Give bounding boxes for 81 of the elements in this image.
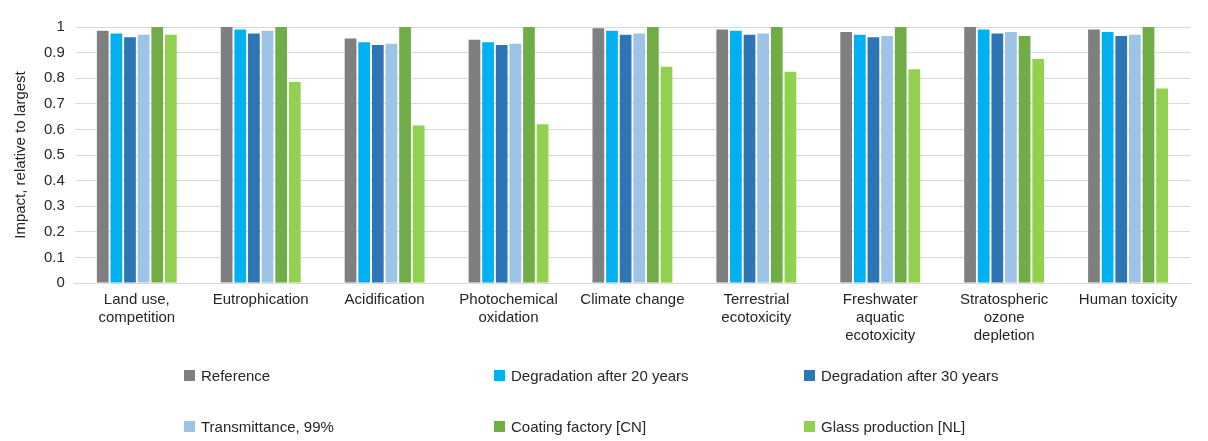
bar — [110, 33, 123, 283]
bar — [770, 27, 783, 283]
bar — [358, 42, 371, 283]
legend-label: Coating factory [CN] — [511, 418, 647, 435]
x-tick-label: Stratospheric ozone depletion — [959, 290, 1049, 344]
y-tick-label: 0.5 — [43, 145, 65, 163]
y-tick-label: 0 — [56, 273, 65, 291]
bar — [165, 34, 177, 283]
bar — [399, 27, 411, 283]
bar — [288, 82, 301, 283]
bar — [1018, 35, 1031, 283]
bar — [1156, 88, 1168, 283]
bar — [1129, 34, 1141, 283]
bar — [275, 27, 288, 283]
legend-label: Degradation after 20 years — [511, 367, 689, 384]
bar — [509, 43, 522, 283]
bar — [619, 34, 632, 283]
y-tick-label: 0.1 — [43, 247, 65, 265]
bar — [743, 34, 756, 283]
y-tick-label: 0.9 — [43, 42, 65, 60]
bar — [248, 33, 260, 283]
bar — [482, 42, 494, 283]
bar — [606, 30, 618, 283]
legend-label: Degradation after 30 years — [821, 367, 999, 384]
x-tick-label: Land use, competition — [98, 290, 176, 326]
y-tick-label: 0.2 — [43, 221, 65, 239]
x-tick-label: Human toxicity — [1078, 290, 1178, 308]
bar — [730, 30, 742, 283]
bar — [633, 33, 646, 283]
bar — [840, 32, 853, 283]
y-tick-label: 0.7 — [43, 93, 65, 111]
bar — [1005, 32, 1017, 283]
y-tick-label: 0.6 — [43, 119, 65, 137]
bar — [151, 27, 164, 283]
bar — [536, 124, 549, 283]
bar — [716, 29, 729, 283]
bar — [1101, 32, 1114, 283]
y-tick-label: 0.4 — [43, 170, 65, 188]
bar — [234, 29, 247, 283]
bar — [137, 34, 150, 283]
y-tick-label: 1 — [56, 17, 65, 35]
bar — [96, 30, 109, 283]
bar — [344, 38, 357, 283]
bar — [412, 125, 425, 283]
bar — [894, 27, 907, 283]
x-tick-label: Acidification — [344, 290, 425, 308]
bar — [220, 27, 233, 283]
bar — [1142, 27, 1155, 283]
bar — [660, 66, 673, 283]
bar — [385, 43, 398, 283]
bar — [523, 27, 535, 283]
bar — [908, 69, 921, 283]
bar — [261, 30, 274, 283]
bar — [495, 44, 508, 283]
y-tick-label: 0.8 — [43, 68, 65, 86]
bar — [964, 27, 976, 283]
x-tick-label: Terrestrial ecotoxicity — [721, 290, 792, 326]
bar — [468, 39, 481, 283]
bar — [784, 71, 797, 283]
bar — [991, 33, 1004, 283]
y-axis-title: Impact, relative to largest — [11, 70, 29, 239]
bar — [1115, 35, 1128, 283]
bar — [867, 37, 880, 283]
bar — [647, 27, 659, 283]
x-tick-label: Freshwater aquatic ecotoxicity — [842, 290, 918, 344]
y-tick-label: 0.3 — [43, 196, 65, 214]
bar — [977, 29, 990, 283]
legend-label: Reference — [201, 367, 271, 384]
bar — [1088, 29, 1100, 283]
bar — [592, 28, 605, 283]
bar — [881, 35, 893, 283]
x-tick-label: Photochemical oxidation — [459, 290, 558, 326]
x-tick-label: Climate change — [580, 290, 685, 308]
legend-label: Transmittance, 99% — [201, 418, 334, 435]
bar — [124, 37, 136, 283]
bar — [853, 34, 866, 283]
bar — [1032, 59, 1045, 283]
x-tick-label: Eutrophication — [212, 290, 309, 308]
bar — [757, 33, 770, 283]
legend-label: Glass production [NL] — [821, 418, 966, 435]
bar — [371, 44, 384, 283]
